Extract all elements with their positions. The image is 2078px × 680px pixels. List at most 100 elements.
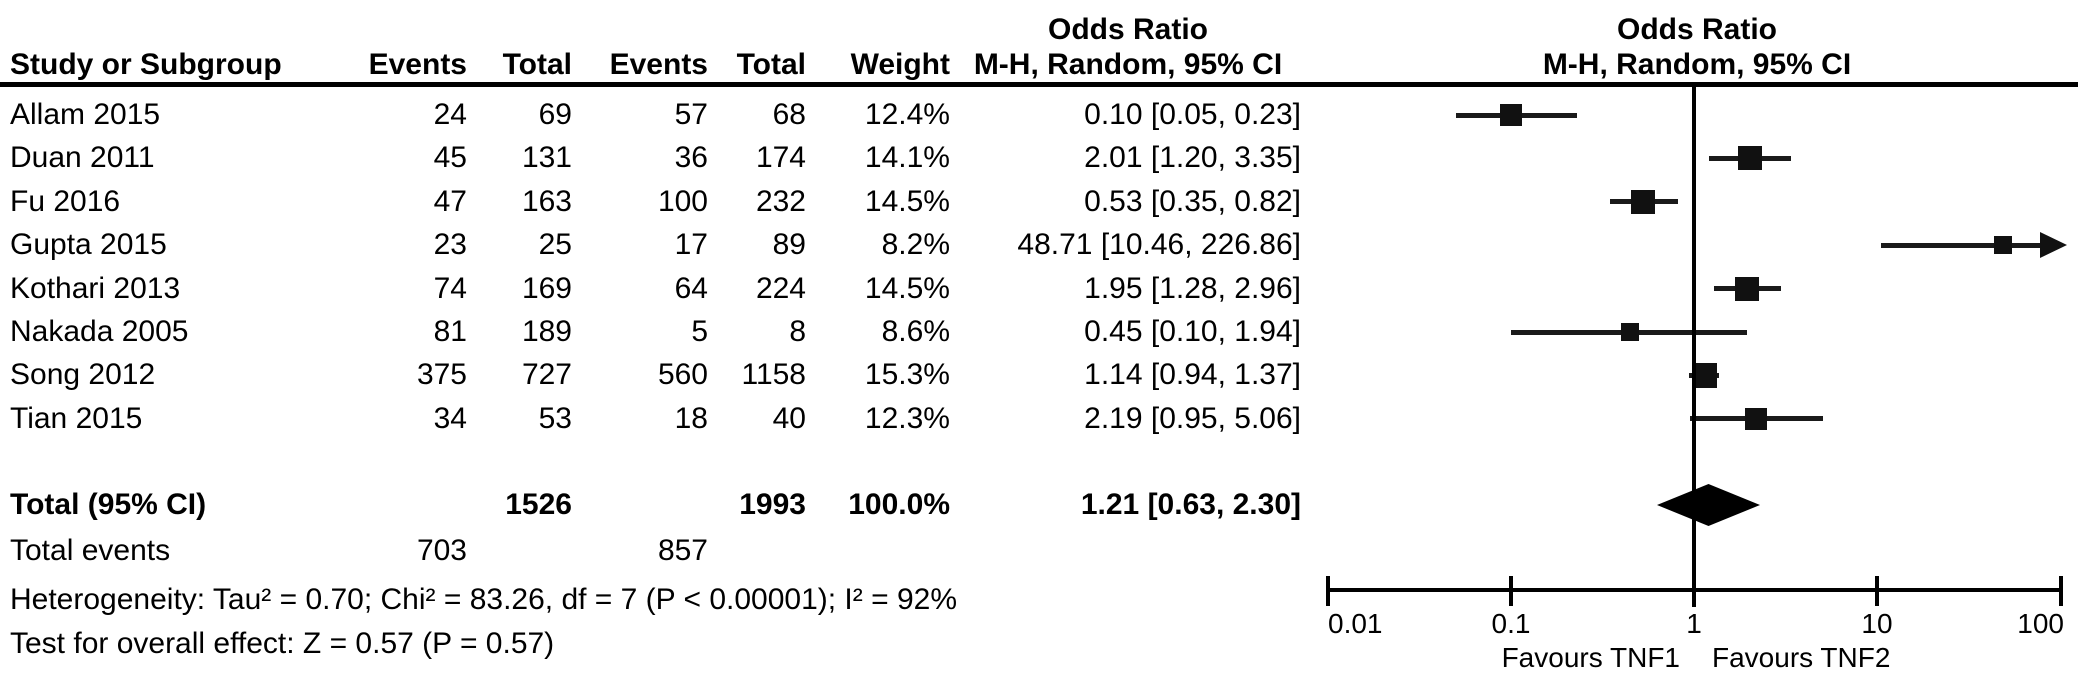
overall-effect-text: Test for overall effect: Z = 0.57 (P = 0… bbox=[10, 627, 555, 660]
method-header-left: M-H, Random, 95% CI bbox=[973, 48, 1283, 81]
events1-cell: 34 bbox=[433, 402, 467, 435]
weight-cell: 14.1% bbox=[864, 141, 950, 174]
study-label: Kothari 2013 bbox=[10, 272, 181, 305]
odds-ratio-header-right: Odds Ratio bbox=[1616, 13, 1777, 46]
total2-cell: 68 bbox=[772, 98, 806, 131]
total1-cell: 131 bbox=[521, 141, 572, 174]
total-row-weight: 100.0% bbox=[848, 488, 950, 521]
total-events-label: Total events bbox=[10, 534, 171, 567]
axis-tick-label: 0.01 bbox=[1328, 608, 1383, 639]
total-events-2: 857 bbox=[657, 534, 708, 567]
total1-cell: 53 bbox=[538, 402, 572, 435]
effect-square bbox=[1738, 146, 1762, 170]
axis-tick bbox=[1509, 576, 1513, 606]
study-label: Fu 2016 bbox=[10, 185, 121, 218]
ci-line bbox=[1881, 243, 2040, 248]
axis-tick-label: 10 bbox=[1861, 608, 1893, 639]
events2-cell: 560 bbox=[657, 358, 708, 391]
effect-square bbox=[1994, 236, 2012, 254]
total2-cell: 232 bbox=[755, 185, 806, 218]
ci-arrow-right bbox=[2040, 232, 2067, 258]
favours-left-label: Favours TNF1 bbox=[1501, 642, 1680, 673]
weight-cell: 12.3% bbox=[864, 402, 950, 435]
ci-text-cell: 0.10 [0.05, 0.23] bbox=[1084, 98, 1301, 131]
heterogeneity-text: Heterogeneity: Tau² = 0.70; Chi² = 83.26… bbox=[10, 583, 957, 616]
effect-square bbox=[1621, 323, 1639, 341]
total-row-label: Total (95% CI) bbox=[10, 488, 207, 521]
total-row-total1: 1526 bbox=[505, 488, 572, 521]
total1-cell: 163 bbox=[521, 185, 572, 218]
events2-cell: 18 bbox=[674, 402, 708, 435]
study-label: Allam 2015 bbox=[10, 98, 161, 131]
header-rule bbox=[0, 82, 2078, 87]
weight-cell: 8.6% bbox=[881, 315, 950, 348]
ci-text-cell: 48.71 [10.46, 226.86] bbox=[1017, 228, 1301, 261]
events2-column-header: Events bbox=[609, 48, 708, 81]
study-column-header: Study or Subgroup bbox=[10, 48, 282, 81]
weight-cell: 12.4% bbox=[864, 98, 950, 131]
study-label: Gupta 2015 bbox=[10, 228, 167, 261]
axis-tick-label: 1 bbox=[1686, 608, 1702, 639]
weight-column-header: Weight bbox=[850, 48, 950, 81]
total2-cell: 224 bbox=[755, 272, 806, 305]
weight-cell: 14.5% bbox=[864, 185, 950, 218]
ci-text-cell: 0.53 [0.35, 0.82] bbox=[1084, 185, 1301, 218]
events2-cell: 100 bbox=[657, 185, 708, 218]
odds-ratio-header-left: Odds Ratio bbox=[1047, 13, 1208, 46]
events2-cell: 36 bbox=[674, 141, 708, 174]
study-label: Duan 2011 bbox=[10, 141, 155, 174]
total1-cell: 69 bbox=[538, 98, 572, 131]
method-header-right: M-H, Random, 95% CI bbox=[1542, 48, 1852, 81]
ci-text-cell: 0.45 [0.10, 1.94] bbox=[1084, 315, 1301, 348]
total-row-ci: 1.21 [0.63, 2.30] bbox=[1080, 488, 1301, 521]
events2-cell: 57 bbox=[674, 98, 708, 131]
total2-cell: 89 bbox=[772, 228, 806, 261]
ci-text-cell: 1.14 [0.94, 1.37] bbox=[1084, 358, 1301, 391]
ci-text-cell: 2.19 [0.95, 5.06] bbox=[1084, 402, 1301, 435]
events1-cell: 375 bbox=[416, 358, 467, 391]
axis-tick bbox=[1326, 576, 1330, 606]
events1-cell: 23 bbox=[433, 228, 467, 261]
total2-cell: 8 bbox=[789, 315, 806, 348]
effect-square bbox=[1631, 190, 1655, 214]
total-events-1: 703 bbox=[416, 534, 467, 567]
effect-square bbox=[1500, 104, 1522, 126]
total2-column-header: Total bbox=[736, 48, 806, 81]
weight-cell: 8.2% bbox=[881, 228, 950, 261]
events2-cell: 64 bbox=[674, 272, 708, 305]
axis-tick bbox=[1875, 576, 1879, 606]
study-label: Tian 2015 bbox=[10, 402, 143, 435]
axis-tick bbox=[2059, 576, 2063, 606]
effect-square bbox=[1735, 277, 1759, 301]
events1-cell: 45 bbox=[433, 141, 467, 174]
axis-tick-label: 0.1 bbox=[1491, 608, 1531, 639]
events1-cell: 81 bbox=[433, 315, 467, 348]
total2-cell: 40 bbox=[772, 402, 806, 435]
total2-cell: 174 bbox=[755, 141, 806, 174]
events1-cell: 24 bbox=[433, 98, 467, 131]
total2-cell: 1158 bbox=[741, 358, 806, 391]
effect-square bbox=[1692, 363, 1717, 388]
events1-cell: 74 bbox=[433, 272, 467, 305]
weight-cell: 14.5% bbox=[864, 272, 950, 305]
study-label: Nakada 2005 bbox=[10, 315, 189, 348]
total1-cell: 169 bbox=[521, 272, 572, 305]
events2-cell: 17 bbox=[674, 228, 708, 261]
events1-column-header: Events bbox=[368, 48, 467, 81]
pooled-diamond bbox=[1657, 484, 1760, 526]
total1-cell: 25 bbox=[538, 228, 572, 261]
effect-square bbox=[1745, 408, 1767, 430]
study-label: Song 2012 bbox=[10, 358, 156, 391]
total-row-total2: 1993 bbox=[739, 488, 806, 521]
total1-column-header: Total bbox=[502, 48, 572, 81]
total1-cell: 189 bbox=[521, 315, 572, 348]
ci-text-cell: 2.01 [1.20, 3.35] bbox=[1084, 141, 1301, 174]
axis-tick-label: 100 bbox=[2017, 608, 2064, 639]
ci-text-cell: 1.95 [1.28, 2.96] bbox=[1084, 272, 1301, 305]
events1-cell: 47 bbox=[433, 185, 467, 218]
favours-right-label: Favours TNF2 bbox=[1712, 642, 1891, 673]
weight-cell: 15.3% bbox=[864, 358, 950, 391]
total1-cell: 727 bbox=[521, 358, 572, 391]
events2-cell: 5 bbox=[691, 315, 708, 348]
